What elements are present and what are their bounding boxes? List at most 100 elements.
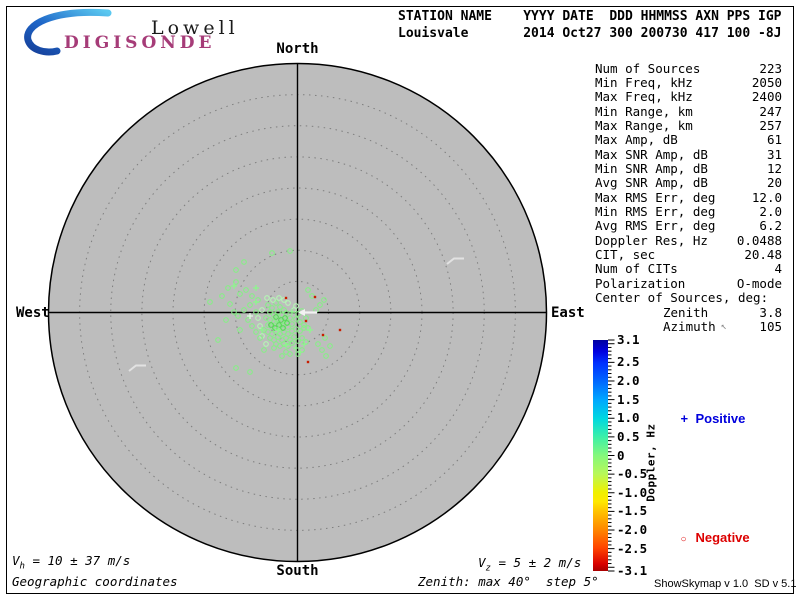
source-point-positive (307, 327, 313, 333)
source-point-positive (253, 299, 259, 305)
stat-label: Center of Sources, deg: (595, 290, 769, 306)
map-outline-arc (446, 257, 464, 265)
source-point-negative (263, 341, 269, 347)
stat-value: 223 (759, 60, 782, 76)
source-point-negative (323, 353, 329, 359)
source-point-negative (257, 323, 263, 329)
colorbar-tick-label: -0.5 (617, 466, 648, 482)
compass-label-east: East (551, 305, 585, 321)
source-point-positive (293, 345, 299, 351)
source-point-negative (237, 327, 243, 333)
stat-label: Avg RMS Err, deg (595, 218, 716, 234)
source-point-negative (257, 335, 263, 341)
stat-value: 6.2 (759, 218, 782, 234)
circle-symbol-icon: ○ (680, 534, 687, 545)
stat-label: Max Range, km (595, 118, 693, 134)
vertical-velocity-readout: Vz = 5 ± 2 m/s (478, 555, 582, 574)
source-point-negative (321, 297, 327, 303)
stat-row: Max Range, km 257 (595, 118, 782, 134)
stat-value: 12 (766, 161, 782, 177)
stat-row: Max RMS Err, deg 12.0 (595, 190, 782, 205)
colorbar-tick-label: 3.1 (617, 332, 640, 347)
legend-positive-label: Positive (695, 411, 746, 426)
stat-row: Avg RMS Err, deg 6.2 (595, 218, 782, 234)
source-point-negative (322, 335, 328, 341)
stat-row: Doppler Res, Hz 0.0488 (595, 233, 782, 248)
source-point-positive (275, 327, 281, 333)
source-point-negative (283, 310, 289, 316)
source-point-negative (269, 250, 275, 256)
source-point-negative (249, 323, 255, 329)
source-point-positive (289, 309, 295, 315)
lowell-digisonde-logo: Lowell DIGISONDE (8, 6, 258, 56)
source-point-negative (317, 302, 323, 308)
window-frame-border (6, 6, 794, 594)
source-point-negative (225, 285, 231, 291)
colorbar-tick-label: -3.1 (617, 563, 648, 578)
colorbar-gradient (593, 340, 608, 571)
source-point-positive (253, 285, 259, 291)
compass-label-north: North (276, 41, 319, 57)
stat-row: Num of CITs 4 (595, 261, 782, 277)
source-point-negative (227, 301, 233, 307)
source-point-negative (319, 347, 325, 353)
stat-row: Max Amp, dB 61 (595, 132, 782, 148)
stat-row: Max Freq, kHz 2400 (595, 89, 782, 104)
legend-negative: ○ Negative (666, 515, 749, 560)
stat-label: Num of CITs (595, 261, 678, 277)
source-point-red (313, 295, 317, 299)
center-of-sources-arrow-icon (298, 309, 317, 316)
zenith-range-note: Zenith: max 40° step 5° (418, 574, 599, 589)
stat-value: 257 (759, 118, 782, 134)
source-point-negative (259, 307, 265, 313)
source-point-negative (289, 340, 295, 346)
map-outline-arcs (128, 257, 464, 372)
source-point-negative (233, 365, 239, 371)
source-point-negative (261, 347, 267, 353)
source-point-negative (223, 317, 229, 323)
stat-row: Min RMS Err, deg 2.0 (595, 204, 782, 219)
stat-value: 105 (759, 318, 782, 334)
stat-label: Min SNR Amp, dB (595, 161, 708, 177)
source-point-negative (264, 295, 270, 301)
source-point-negative (295, 311, 301, 317)
logo-digisonde-text: DIGISONDE (64, 33, 216, 53)
source-point-negative (277, 304, 283, 310)
stat-label: Num of Sources (595, 60, 701, 76)
source-point-negative (267, 309, 273, 315)
source-point-negative (284, 320, 290, 326)
stat-value: 20 (766, 175, 782, 191)
stat-row: Min Range, km 247 (595, 103, 782, 119)
stat-row: Avg SNR Amp, dB 20 (595, 175, 782, 191)
source-point-negative (247, 302, 253, 308)
source-point-negative (301, 325, 307, 331)
source-point-negative (237, 291, 243, 297)
source-point-red (304, 319, 308, 323)
source-point-negative (233, 279, 239, 285)
source-point-negative (241, 307, 247, 313)
colorbar-tick-label: 2.0 (617, 372, 640, 388)
colorbar-tick-label: 1.5 (617, 391, 640, 407)
source-point-negative (297, 328, 303, 334)
source-point-negative (289, 321, 295, 327)
source-point-negative (273, 314, 279, 320)
stat-row: Polarization O-mode (595, 276, 782, 291)
source-point-negative (299, 335, 305, 341)
source-point-negative (241, 259, 247, 265)
source-point-negative (285, 300, 291, 306)
colorbar-tick-label: -2.5 (617, 540, 648, 556)
stat-value: 61 (766, 132, 782, 148)
source-point-negative (255, 315, 261, 321)
source-point-negative (273, 300, 279, 306)
stat-value: 3.8 (759, 304, 782, 320)
stats-panel: Num of Sources 223 Min Freq, kHz 2050 Max Fr… (595, 61, 782, 334)
stat-label: Avg SNR Amp, dB (595, 175, 708, 191)
source-point-negative (283, 349, 289, 355)
stat-value: 247 (759, 103, 782, 119)
colorbar-tick-label: 1.0 (617, 410, 640, 426)
source-point-negative (280, 325, 286, 331)
stat-label: Max Amp, dB (595, 132, 678, 148)
stat-value: 20.48 (744, 247, 782, 263)
